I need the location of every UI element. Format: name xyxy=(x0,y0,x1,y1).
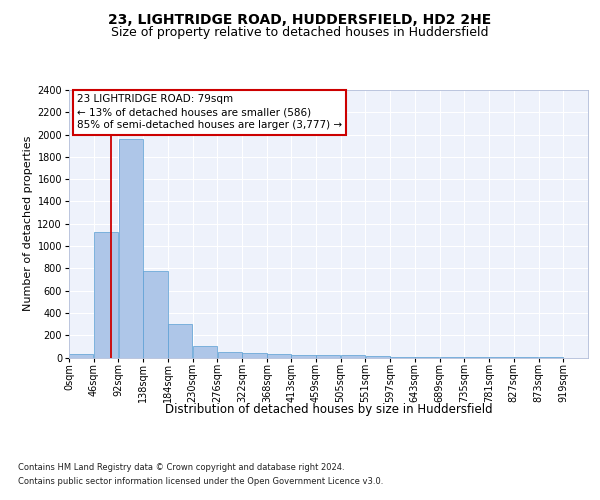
Bar xyxy=(292,354,316,358)
Bar xyxy=(119,139,143,358)
Text: Size of property relative to detached houses in Huddersfield: Size of property relative to detached ho… xyxy=(111,26,489,39)
Text: 23 LIGHTRIDGE ROAD: 79sqm
← 13% of detached houses are smaller (586)
85% of semi: 23 LIGHTRIDGE ROAD: 79sqm ← 13% of detac… xyxy=(77,94,342,130)
Bar xyxy=(94,232,118,358)
Bar xyxy=(341,354,365,358)
Bar xyxy=(316,356,340,358)
Text: Contains public sector information licensed under the Open Government Licence v3: Contains public sector information licen… xyxy=(18,478,383,486)
Y-axis label: Number of detached properties: Number of detached properties xyxy=(23,136,33,312)
Bar xyxy=(242,353,266,358)
Bar xyxy=(168,324,193,358)
Bar xyxy=(193,346,217,358)
Bar xyxy=(365,356,390,358)
Text: Contains HM Land Registry data © Crown copyright and database right 2024.: Contains HM Land Registry data © Crown c… xyxy=(18,462,344,471)
Bar xyxy=(391,357,415,358)
Text: Distribution of detached houses by size in Huddersfield: Distribution of detached houses by size … xyxy=(165,402,493,415)
Bar xyxy=(415,357,439,358)
Bar xyxy=(69,354,94,358)
Bar xyxy=(267,354,292,358)
Bar xyxy=(218,352,242,358)
Bar xyxy=(143,270,167,358)
Text: 23, LIGHTRIDGE ROAD, HUDDERSFIELD, HD2 2HE: 23, LIGHTRIDGE ROAD, HUDDERSFIELD, HD2 2… xyxy=(109,12,491,26)
